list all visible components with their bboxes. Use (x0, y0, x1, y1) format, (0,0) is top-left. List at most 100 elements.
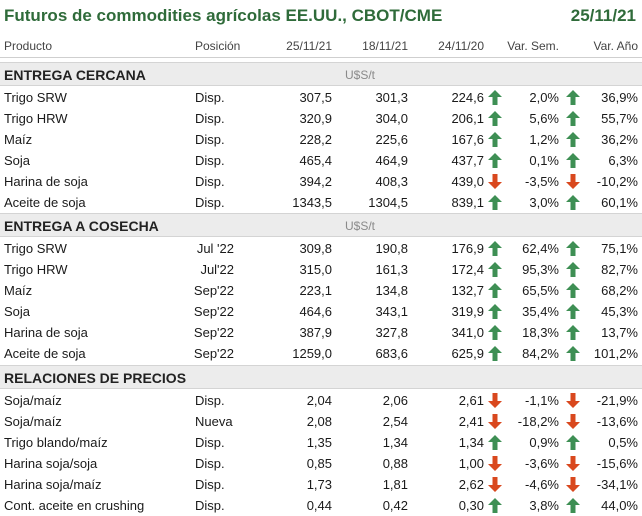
arrow-down-icon (488, 414, 502, 429)
table-row: Harina soja/soja Disp. 0,85 0,88 1,00 -3,6% -1… (0, 453, 642, 474)
arrow-up-icon (488, 241, 502, 256)
arrow-down-icon (488, 393, 502, 408)
product-name: Trigo SRW (4, 90, 67, 105)
title-bar: Futuros de commodities agrícolas EE.UU.,… (0, 0, 642, 32)
page-title: Futuros de commodities agrícolas EE.UU.,… (4, 6, 443, 25)
price-current: 464,6 (299, 304, 332, 319)
price-week-ago: 408,3 (375, 174, 408, 189)
arrow-up-icon (566, 346, 580, 361)
table-row: Cont. aceite en crushing Disp. 0,44 0,42 0,3… (0, 495, 642, 516)
year-change: 60,1% (601, 195, 638, 210)
arrow-up-icon (566, 153, 580, 168)
year-change: 13,7% (601, 325, 638, 340)
arrow-up-icon (566, 325, 580, 340)
arrow-up-icon (566, 132, 580, 147)
year-change: 44,0% (601, 498, 638, 513)
price-year-ago: 437,7 (451, 153, 484, 168)
price-current: 1343,5 (292, 195, 332, 210)
section-title: RELACIONES DE PRECIOS (4, 370, 187, 386)
price-week-ago: 0,88 (382, 456, 408, 471)
week-change: -18,2% (517, 414, 559, 429)
price-year-ago: 2,61 (458, 393, 484, 408)
price-year-ago: 2,41 (458, 414, 484, 429)
table-row: Soja Disp. 465,4 464,9 437,7 0,1% 6,3% (0, 150, 642, 171)
year-change: 0,5% (608, 435, 638, 450)
week-change: 3,8% (529, 498, 559, 513)
product-name: Harina soja/maíz (4, 477, 102, 492)
table-row: Harina soja/maíz Disp. 1,73 1,81 2,62 -4,6% -3… (0, 474, 642, 495)
position: Disp. (195, 174, 225, 189)
arrow-down-icon (488, 477, 502, 492)
arrow-up-icon (566, 111, 580, 126)
arrow-down-icon (488, 456, 502, 471)
product-name: Aceite de soja (4, 195, 86, 210)
product-name: Cont. aceite en crushing (4, 498, 145, 513)
week-change: 84,2% (522, 346, 559, 361)
price-year-ago: 839,1 (451, 195, 484, 210)
price-current: 2,08 (306, 414, 332, 429)
year-change: -15,6% (596, 456, 638, 471)
arrow-up-icon (488, 346, 502, 361)
price-current: 1,73 (306, 477, 332, 492)
table-row: Soja/maíz Nueva 2,08 2,54 2,41 -18,2% -13,6% (0, 411, 642, 432)
col-date-2: 18/11/21 (362, 39, 408, 53)
section-header: RELACIONES DE PRECIOS (0, 365, 642, 389)
week-change: 65,5% (522, 283, 559, 298)
arrow-up-icon (488, 262, 502, 277)
week-change: 5,6% (529, 111, 559, 126)
position: Disp. (195, 393, 225, 408)
year-change: 68,2% (601, 283, 638, 298)
product-name: Maíz (4, 283, 33, 298)
price-week-ago: 343,1 (375, 304, 408, 319)
price-week-ago: 161,3 (375, 262, 408, 277)
product-name: Soja/maíz (4, 393, 62, 408)
price-week-ago: 304,0 (375, 111, 408, 126)
report-date: 25/11/21 (570, 6, 636, 25)
year-change: 36,2% (601, 132, 638, 147)
price-week-ago: 134,8 (375, 283, 408, 298)
arrow-up-icon (488, 153, 502, 168)
col-year-change: Var. Año (593, 39, 638, 53)
arrow-down-icon (566, 477, 580, 492)
table-row: Aceite de soja Sep'22 1259,0 683,6 625,9 84,2… (0, 343, 642, 364)
position: Disp. (195, 111, 225, 126)
table-row: Trigo HRW Jul'22 315,0 161,3 172,4 95,3% 82,7% (0, 259, 642, 280)
product-name: Soja/maíz (4, 414, 62, 429)
arrow-up-icon (488, 325, 502, 340)
table-row: Soja Sep'22 464,6 343,1 319,9 35,4% 45,3% (0, 301, 642, 322)
arrow-up-icon (566, 90, 580, 105)
section-title: ENTREGA A COSECHA (4, 218, 159, 234)
product-name: Trigo HRW (4, 111, 68, 126)
section-unit: U$S/t (345, 68, 376, 82)
arrow-up-icon (566, 304, 580, 319)
week-change: 35,4% (522, 304, 559, 319)
year-change: 45,3% (601, 304, 638, 319)
arrow-up-icon (488, 498, 502, 513)
col-position: Posición (195, 39, 241, 53)
price-current: 228,2 (299, 132, 332, 147)
arrow-up-icon (566, 241, 580, 256)
year-change: -34,1% (596, 477, 638, 492)
year-change: 101,2% (593, 346, 638, 361)
position: Disp. (195, 132, 225, 147)
year-change: 36,9% (601, 90, 638, 105)
col-week-change: Var. Sem. (507, 39, 559, 53)
week-change: 3,0% (529, 195, 559, 210)
product-name: Soja (4, 153, 31, 168)
price-week-ago: 1,34 (382, 435, 408, 450)
price-week-ago: 2,54 (382, 414, 408, 429)
arrow-up-icon (566, 283, 580, 298)
product-name: Harina de soja (4, 325, 88, 340)
year-change: -21,9% (596, 393, 638, 408)
table-row: Trigo blando/maíz Disp. 1,35 1,34 1,34 0,9% 0,… (0, 432, 642, 453)
arrow-down-icon (566, 393, 580, 408)
price-year-ago: 176,9 (451, 241, 484, 256)
col-date-3: 24/11/20 (438, 39, 484, 53)
table-row: Harina de soja Sep'22 387,9 327,8 341,0 18,3%… (0, 322, 642, 343)
column-header-row: Producto Posición 25/11/21 18/11/21 24/1… (0, 34, 642, 58)
price-week-ago: 464,9 (375, 153, 408, 168)
section-header: ENTREGA CERCANA U$S/t (0, 62, 642, 86)
section-title: ENTREGA CERCANA (4, 67, 146, 83)
product-name: Harina soja/soja (4, 456, 98, 471)
price-week-ago: 327,8 (375, 325, 408, 340)
